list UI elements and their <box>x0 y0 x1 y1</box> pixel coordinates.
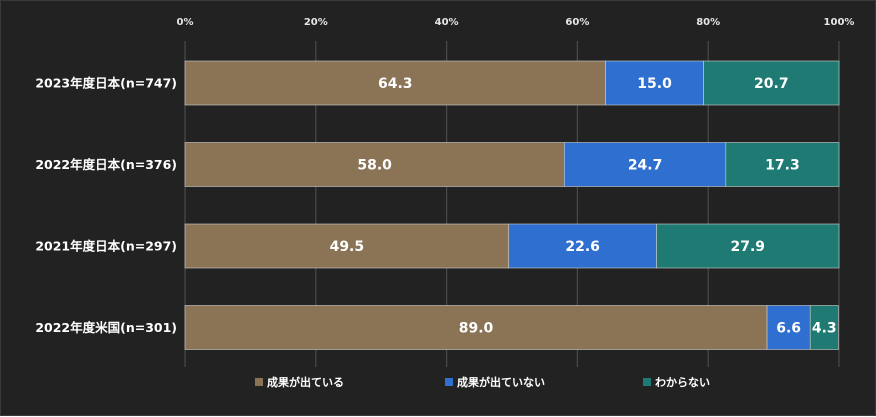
x-tick-label: 60% <box>565 17 589 28</box>
legend: 成果が出ている 成果が出ていない わからない <box>255 375 710 389</box>
data-label: 4.3 <box>812 321 837 337</box>
legend-swatch <box>643 378 651 386</box>
category-label: 2023年度日本(n=747) <box>35 76 177 91</box>
bar-segment <box>184 223 510 269</box>
bars: 64.3 15.0 20.7 58.0 24.7 17.3 49.5 22.6 27.9 89.0… <box>184 60 840 350</box>
legend-swatch <box>445 378 453 386</box>
x-tick-label: 20% <box>304 17 328 28</box>
bar-segment <box>766 305 811 350</box>
category-label: 2022年度日本(n=376) <box>35 157 177 172</box>
data-label: 6.6 <box>776 321 801 337</box>
legend-label: 成果が出ている <box>267 375 344 389</box>
bar-segment <box>703 60 840 106</box>
x-tick-label: 100% <box>824 17 855 28</box>
bar-segment <box>725 142 840 187</box>
category-label: 2022年度米国(n=301) <box>35 320 177 335</box>
data-label: 58.0 <box>357 158 392 174</box>
x-tick-label: 0% <box>177 17 194 28</box>
data-label: 49.5 <box>330 239 365 255</box>
data-label: 89.0 <box>459 321 494 337</box>
bar-segment <box>564 142 727 187</box>
legend-swatch <box>255 378 263 386</box>
bar-segment <box>184 305 768 350</box>
category-label: 2021年度日本(n=297) <box>35 239 177 254</box>
data-label: 20.7 <box>754 76 789 92</box>
bar-segment <box>184 142 565 187</box>
x-axis-ticks: 0% 20% 40% 60% 80% 100% <box>177 17 855 28</box>
x-tick-label: 80% <box>696 17 720 28</box>
legend-label: わからない <box>655 376 710 389</box>
bar-segment <box>508 223 657 269</box>
category-labels: 2023年度日本(n=747) 2022年度日本(n=376) 2021年度日本(n… <box>35 76 177 336</box>
data-label: 17.3 <box>765 158 800 174</box>
data-label: 64.3 <box>378 76 413 92</box>
data-label: 27.9 <box>730 239 765 255</box>
bar-segment <box>656 223 840 269</box>
data-label: 15.0 <box>637 76 672 92</box>
bar-segment <box>184 60 606 106</box>
legend-label: 成果が出ていない <box>457 375 545 389</box>
data-label: 22.6 <box>565 239 600 255</box>
data-label: 24.7 <box>628 158 663 174</box>
x-tick-label: 40% <box>435 17 459 28</box>
bar-segment <box>809 305 839 350</box>
